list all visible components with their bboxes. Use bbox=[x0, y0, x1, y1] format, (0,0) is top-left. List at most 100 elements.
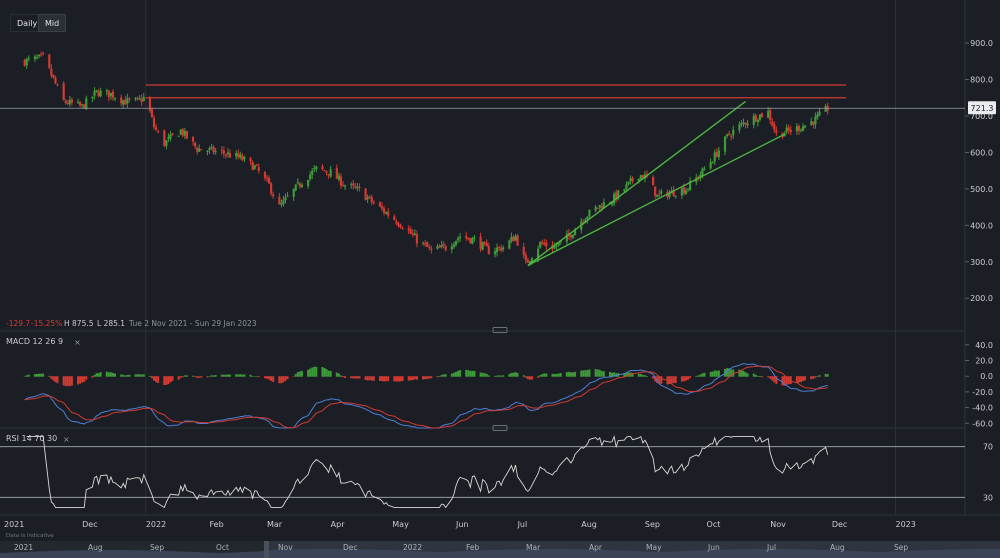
macd-histogram-bar bbox=[627, 372, 630, 377]
candle-body bbox=[171, 133, 174, 135]
macd-histogram-bar bbox=[79, 376, 82, 384]
macd-histogram-bar bbox=[450, 373, 453, 377]
candle-body bbox=[512, 236, 515, 242]
macd-histogram-bar bbox=[781, 376, 784, 386]
macd-histogram-bar bbox=[185, 375, 188, 377]
macd-histogram-bar bbox=[695, 376, 698, 377]
price-tick-label: 300.0 bbox=[970, 258, 993, 267]
macd-histogram-bar bbox=[153, 376, 156, 381]
macd-histogram-bar bbox=[787, 376, 790, 385]
navigator-handle-left[interactable] bbox=[264, 541, 269, 558]
macd-histogram-bar bbox=[81, 376, 84, 383]
candle-body bbox=[54, 77, 57, 84]
macd-histogram-bar bbox=[181, 376, 184, 378]
macd-histogram-bar bbox=[177, 376, 180, 380]
pane-resize-handle[interactable] bbox=[492, 327, 508, 333]
macd-histogram-bar bbox=[95, 373, 98, 377]
macd-tick-label: -20.0 bbox=[972, 388, 993, 397]
macd-histogram-bar bbox=[814, 376, 817, 378]
macd-histogram-bar bbox=[658, 376, 661, 384]
candle-body bbox=[136, 97, 139, 99]
macd-close-icon[interactable]: × bbox=[74, 338, 81, 347]
macd-histogram-bar bbox=[444, 374, 447, 377]
macd-histogram-bar bbox=[826, 374, 829, 377]
candle-body bbox=[756, 120, 759, 123]
candle-body bbox=[311, 170, 314, 175]
macd-histogram-bar bbox=[565, 372, 568, 377]
support-trendline bbox=[527, 100, 746, 266]
macd-histogram-bar bbox=[670, 376, 673, 384]
macd-histogram-bar bbox=[574, 371, 577, 377]
macd-histogram-bar bbox=[194, 376, 197, 377]
date-axis-label: May bbox=[392, 520, 409, 529]
macd-histogram-bar bbox=[411, 376, 414, 380]
macd-histogram-bar bbox=[413, 376, 416, 380]
candle-body bbox=[545, 242, 548, 247]
candle-body bbox=[152, 118, 156, 128]
candle-body bbox=[272, 194, 275, 197]
macd-histogram-bar bbox=[643, 375, 646, 377]
candle-body bbox=[255, 164, 258, 166]
candle-body bbox=[598, 204, 601, 208]
macd-histogram-bar bbox=[268, 376, 271, 380]
candle-body bbox=[122, 100, 125, 105]
candle-body bbox=[530, 258, 534, 262]
candle-body bbox=[263, 172, 267, 178]
pane-resize-handle[interactable] bbox=[492, 425, 508, 431]
candle-body bbox=[771, 121, 774, 126]
candle-body bbox=[613, 193, 616, 204]
timeframe-mid-button[interactable]: Mid bbox=[38, 14, 67, 32]
macd-histogram-bar bbox=[514, 372, 517, 377]
candle-body bbox=[228, 153, 232, 158]
macd-histogram-bar bbox=[672, 376, 675, 384]
candle-body bbox=[738, 124, 741, 131]
macd-histogram-bar bbox=[742, 370, 745, 377]
candle-body bbox=[177, 135, 180, 137]
macd-histogram-bar bbox=[341, 376, 344, 378]
macd-histogram-bar bbox=[600, 370, 603, 377]
macd-histogram-bar bbox=[746, 373, 749, 377]
date-axis-label: 2022 bbox=[146, 520, 166, 529]
candle-body bbox=[487, 245, 490, 255]
macd-histogram-bar bbox=[641, 374, 644, 377]
macd-histogram-bar bbox=[697, 375, 700, 377]
macd-histogram-bar bbox=[728, 368, 731, 377]
macd-histogram-bar bbox=[214, 375, 217, 377]
macd-histogram-bar bbox=[235, 374, 238, 377]
macd-histogram-bar bbox=[588, 369, 591, 377]
candle-body bbox=[224, 154, 228, 156]
macd-histogram-bar bbox=[48, 375, 51, 377]
macd-histogram-bar bbox=[567, 371, 570, 377]
date-axis-label: Jun bbox=[455, 520, 469, 529]
macd-histogram-bar bbox=[537, 376, 540, 378]
navigator-axis-label: Aug bbox=[88, 543, 103, 552]
macd-histogram-bar bbox=[769, 376, 772, 379]
macd-histogram-bar bbox=[105, 371, 108, 377]
macd-histogram-bar bbox=[645, 376, 648, 377]
macd-histogram-bar bbox=[580, 370, 583, 377]
candle-body bbox=[615, 192, 618, 200]
candle-body bbox=[514, 235, 517, 241]
candle-body bbox=[528, 261, 532, 264]
macd-histogram-bar bbox=[183, 375, 186, 377]
macd-histogram-bar bbox=[744, 372, 747, 377]
candle-body bbox=[582, 221, 585, 223]
candle-body bbox=[315, 166, 318, 170]
macd-histogram-bar bbox=[167, 376, 170, 384]
date-axis-label: Oct bbox=[707, 520, 721, 529]
navigator-axis-label: Sep bbox=[150, 543, 164, 552]
rsi-close-icon[interactable]: × bbox=[63, 435, 70, 444]
candle-body bbox=[458, 236, 462, 239]
candle-body bbox=[341, 184, 345, 186]
macd-histogram-bar bbox=[315, 366, 318, 377]
macd-histogram-bar bbox=[393, 376, 396, 382]
macd-histogram-bar bbox=[407, 376, 410, 381]
macd-histogram-bar bbox=[582, 370, 585, 377]
macd-histogram-bar bbox=[436, 376, 439, 378]
candle-body bbox=[426, 242, 429, 247]
macd-histogram-bar bbox=[68, 376, 71, 387]
macd-histogram-bar bbox=[730, 369, 733, 377]
candle-body bbox=[625, 184, 628, 189]
candle-body bbox=[343, 185, 347, 187]
